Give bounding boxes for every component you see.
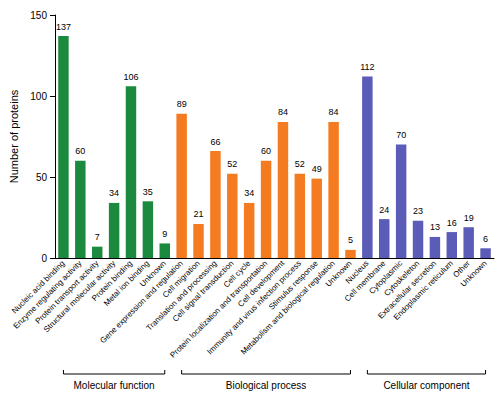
svg-text:Extracellular secretion: Extracellular secretion	[376, 258, 439, 321]
svg-text:Cytoskeleton: Cytoskeleton	[382, 258, 422, 298]
svg-text:Stimulus response: Stimulus response	[267, 258, 320, 312]
svg-text:23: 23	[413, 206, 423, 216]
svg-text:Protein binding: Protein binding	[90, 258, 135, 303]
svg-text:13: 13	[430, 222, 440, 232]
svg-text:Cell migration: Cell migration	[160, 258, 202, 300]
svg-text:19: 19	[464, 213, 474, 223]
svg-text:9: 9	[162, 229, 167, 239]
svg-text:52: 52	[295, 159, 305, 169]
svg-text:Number of proteins: Number of proteins	[8, 89, 20, 183]
svg-text:Molecular function: Molecular function	[74, 380, 155, 391]
svg-text:Gene expression and regulation: Gene expression and regulation	[98, 258, 185, 346]
svg-text:Cellular component: Cellular component	[383, 380, 469, 391]
svg-text:34: 34	[244, 188, 254, 198]
svg-text:35: 35	[143, 187, 153, 197]
svg-text:Translation and processing: Translation and processing	[144, 258, 219, 333]
svg-text:7: 7	[95, 232, 100, 242]
svg-text:100: 100	[30, 91, 47, 102]
svg-text:Metal ion binding: Metal ion binding	[102, 258, 151, 308]
svg-text:50: 50	[36, 172, 48, 183]
svg-text:Cell signal transduction: Cell signal transduction	[171, 259, 236, 324]
svg-text:Other: Other	[451, 258, 472, 280]
svg-text:6: 6	[483, 234, 488, 244]
svg-text:112: 112	[360, 62, 374, 72]
svg-text:106: 106	[123, 72, 138, 82]
svg-text:34: 34	[109, 188, 119, 198]
svg-text:Nucleic acid binding: Nucleic acid binding	[10, 258, 67, 316]
svg-text:84: 84	[329, 107, 339, 117]
svg-text:Unknown: Unknown	[459, 259, 489, 289]
svg-text:Unknown: Unknown	[323, 258, 354, 289]
svg-text:49: 49	[312, 164, 322, 174]
svg-text:Immunity and virus infection p: Immunity and virus infection process	[205, 258, 303, 357]
svg-text:Cell membrane: Cell membrane	[342, 258, 388, 304]
svg-text:60: 60	[261, 146, 271, 156]
svg-text:Biological process: Biological process	[226, 380, 307, 391]
svg-text:21: 21	[194, 209, 204, 219]
svg-text:Protein localization and trans: Protein localization and transportation	[168, 258, 270, 360]
svg-text:Cell development: Cell development	[236, 258, 287, 309]
svg-text:Unknown: Unknown	[138, 258, 168, 289]
svg-text:24: 24	[379, 205, 389, 215]
svg-text:52: 52	[227, 159, 237, 169]
svg-text:60: 60	[75, 146, 85, 156]
svg-text:Endoplasmic reticulum: Endoplasmic reticulum	[392, 259, 455, 322]
svg-text:5: 5	[348, 235, 353, 245]
svg-text:Cytoplasmic: Cytoplasmic	[367, 258, 405, 296]
svg-text:137: 137	[56, 22, 71, 32]
svg-text:70: 70	[396, 130, 406, 140]
svg-text:Cell cycle: Cell cycle	[221, 258, 253, 290]
svg-text:0: 0	[41, 253, 47, 264]
svg-text:Nucleus: Nucleus	[343, 258, 371, 286]
svg-text:Protein transport activity: Protein transport activity	[33, 259, 100, 326]
svg-text:84: 84	[278, 107, 288, 117]
svg-text:Enzyme regulating activity: Enzyme regulating activity	[12, 259, 84, 331]
svg-text:Structural molecular activity: Structural molecular activity	[41, 258, 118, 335]
svg-text:Metabolism and biological regu: Metabolism and biological regulation	[239, 259, 337, 357]
svg-text:89: 89	[177, 99, 187, 109]
svg-text:66: 66	[210, 137, 220, 147]
svg-text:16: 16	[447, 218, 457, 228]
svg-text:150: 150	[30, 10, 47, 21]
